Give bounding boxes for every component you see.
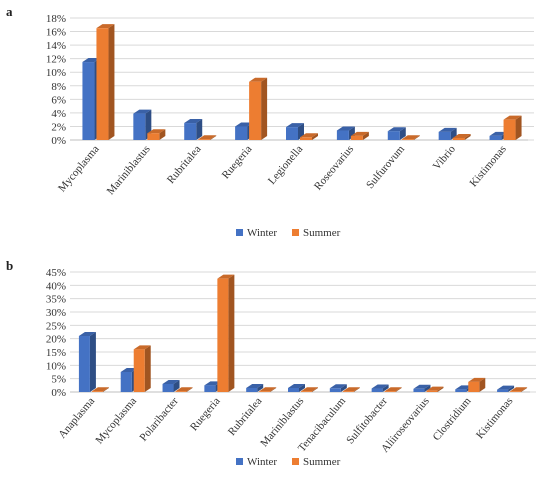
y-tick-label: 12% (46, 54, 66, 66)
y-tick-label: 18% (46, 13, 66, 25)
bar-winter-rubritalea (184, 119, 203, 140)
bar-summer-clostridium (468, 377, 486, 392)
y-tick-label: 10% (46, 360, 66, 372)
legend-label: Winter (247, 456, 277, 468)
y-tick-label: 4% (51, 108, 66, 120)
bar-summer-kistimonas (510, 387, 528, 392)
bar-summer-mariniblastus (301, 387, 318, 392)
bar-winter-kistimonas (497, 385, 515, 392)
bar-winter-polaribacter (162, 380, 180, 392)
legend-item-summer: Summer (292, 227, 341, 239)
y-tick-label: 8% (51, 81, 66, 93)
bar-winter-aliiroseovarius (413, 384, 431, 392)
x-category-label: Rubritalea (165, 143, 204, 186)
x-category-label: Sulfurovum (364, 143, 407, 191)
x-category-label: Mycoplasma (93, 395, 139, 446)
y-tick-label: 5% (51, 374, 66, 386)
bar-winter-anaplasma (78, 332, 96, 392)
y-tick-label: 35% (46, 294, 66, 306)
bar-summer-legionella (300, 133, 318, 140)
bar-winter-sulfitobacter (371, 384, 389, 392)
chart-a: 0% 2%4% 6%8% 10%12% 14%16% 18% Mycoplasma Marin… (46, 13, 534, 239)
legend-item-winter: Winter (236, 456, 277, 468)
bar-summer-roseovarius (350, 131, 369, 140)
y-tick-label: 0% (51, 387, 66, 399)
bar-winter-tenacibaculum (329, 384, 347, 392)
x-category-label: Sulfitobacter (344, 395, 390, 446)
bar-winter-legionella (286, 123, 304, 140)
panel-a-label: a (6, 4, 13, 19)
x-category-label: Mycoplasma (56, 143, 102, 194)
bar-summer-rubritalea (198, 135, 217, 140)
bar-summer-tenacibaculum (342, 387, 360, 392)
bar-summer-sulfitobacter (384, 387, 402, 392)
y-tick-label: 45% (46, 267, 66, 279)
x-category-label: Mariniblastus (105, 143, 153, 197)
bar-summer-mycoplasma (96, 24, 115, 141)
x-category-label: Kistimonas (474, 395, 515, 441)
legend-label: Winter (247, 227, 277, 239)
y-tick-label: 0% (51, 135, 66, 147)
y-tick-label: 2% (51, 121, 66, 133)
chart-b: 0%5% 10%15%20% 25%30%35% 40%45% AnaplasmaMyc… (46, 267, 536, 468)
bar-summer-mycoplasma (133, 345, 151, 392)
bar-winter-rubritalea (246, 384, 264, 392)
bar-summer-mariniblastus (147, 129, 166, 140)
x-category-label: Rubritalea (226, 395, 265, 438)
bar-summer-aliiroseovarius (426, 386, 444, 392)
y-tick-label: 10% (46, 67, 66, 79)
legend-label: Summer (303, 227, 341, 239)
x-category-label: Kistimonas (467, 143, 508, 189)
bar-winter-mariniblastus (288, 384, 305, 392)
bar-summer-kistimonas (503, 115, 522, 140)
legend-label: Summer (303, 456, 341, 468)
legend-swatch (236, 229, 243, 236)
x-category-label: Polaribacter (137, 395, 181, 444)
y-tick-label: 25% (46, 320, 66, 332)
bar-summer-ruegeria (217, 274, 235, 392)
bar-winter-sulfurovum (387, 127, 406, 140)
y-tick-label: 16% (46, 27, 66, 39)
legend-swatch (292, 229, 299, 236)
bar-summer-sulfurovum (401, 135, 420, 140)
y-tick-label: 14% (46, 40, 66, 52)
y-tick-label: 20% (46, 334, 66, 346)
y-tick-label: 15% (46, 347, 66, 359)
y-tick-label: 30% (46, 307, 66, 319)
legend-item-summer: Summer (292, 456, 341, 468)
bar-summer-ruegeria (249, 77, 268, 140)
legend-swatch (236, 458, 243, 465)
bar-summer-anaplasma (91, 387, 109, 392)
x-category-label: Roseovarius (312, 143, 356, 192)
x-category-label: Clostridium (431, 395, 474, 443)
x-category-label: Legionella (266, 143, 306, 187)
y-tick-label: 6% (51, 94, 66, 106)
y-tick-label: 40% (46, 280, 66, 292)
x-category-label: Anaplasma (56, 395, 97, 441)
x-category-label: Vibrio (431, 143, 459, 173)
bar-summer-polaribacter (175, 387, 193, 392)
panel-b-label: b (6, 258, 14, 273)
legend-swatch (292, 458, 299, 465)
bar-summer-rubritalea (259, 387, 277, 392)
legend-item-winter: Winter (236, 227, 277, 239)
x-category-label: Ruegeria (188, 395, 223, 433)
bar-summer-vibrio (452, 133, 471, 140)
x-category-label: Ruegeria (220, 143, 255, 181)
